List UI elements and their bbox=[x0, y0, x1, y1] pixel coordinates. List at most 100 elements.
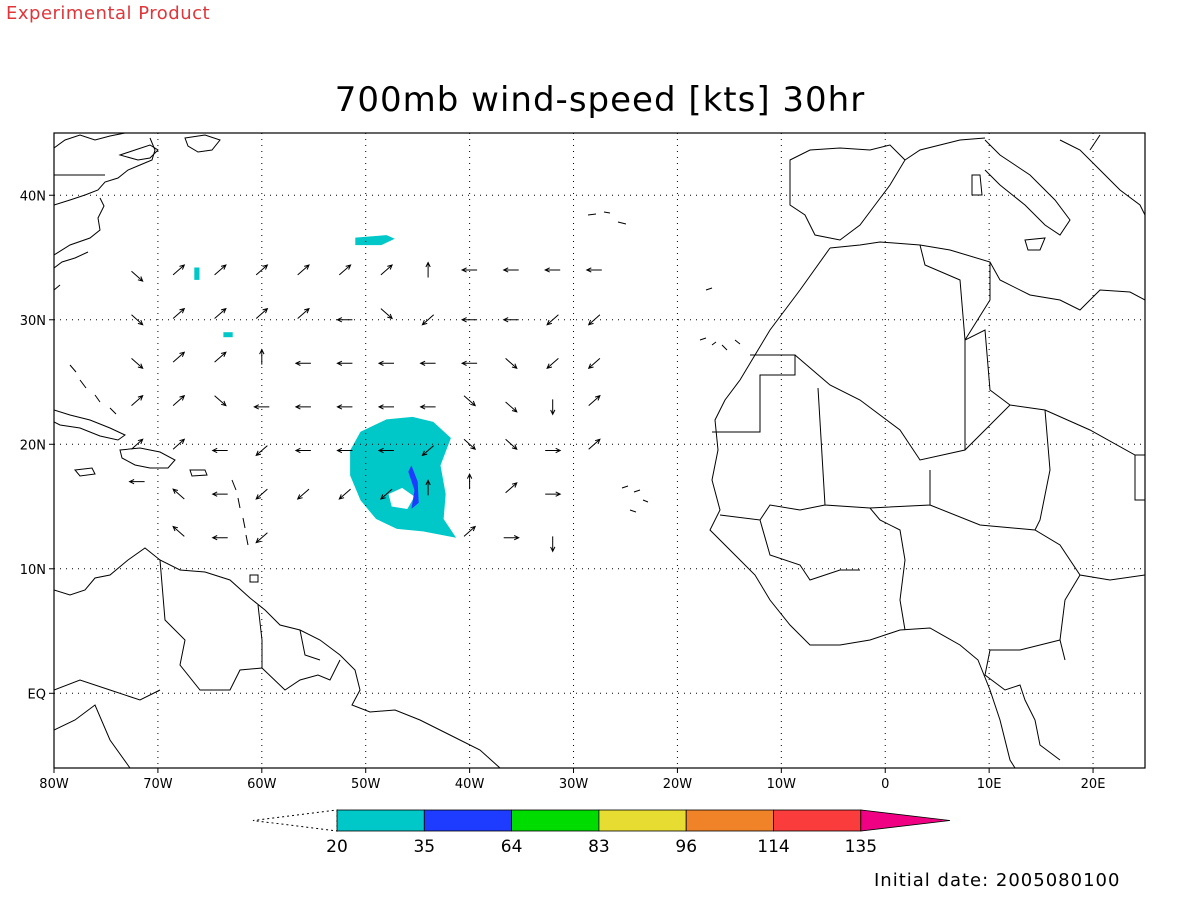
lon-tick-label: 30W bbox=[559, 777, 589, 792]
france-italy bbox=[904, 137, 1071, 236]
wind-vector bbox=[588, 438, 601, 450]
lon-tick-label: 20E bbox=[1081, 777, 1106, 792]
wind-vector bbox=[294, 360, 311, 366]
newfoundland bbox=[184, 134, 221, 153]
map-frame bbox=[53, 132, 1146, 769]
experimental-product-banner: Experimental Product bbox=[6, 3, 211, 24]
colorbar-label: 20 bbox=[326, 837, 348, 857]
lon-tick-label: 60W bbox=[247, 777, 277, 792]
wind-vector bbox=[466, 472, 473, 490]
trinidad bbox=[249, 574, 259, 583]
wind-vector bbox=[172, 394, 186, 406]
wind-vector bbox=[297, 264, 310, 276]
storm-20kt-area bbox=[350, 416, 457, 538]
wind-vector bbox=[338, 264, 352, 276]
wind-vector bbox=[544, 267, 561, 273]
lon-tick-label: 40W bbox=[455, 777, 485, 792]
wind-vector bbox=[214, 395, 227, 407]
wind-vector bbox=[377, 447, 394, 454]
wind-vector bbox=[255, 532, 268, 544]
nova-scotia bbox=[118, 144, 159, 161]
puerto-rico bbox=[189, 469, 208, 477]
canary-islands bbox=[699, 337, 741, 351]
wind-vector bbox=[545, 491, 562, 497]
wind-vector bbox=[253, 404, 270, 410]
wind-vector bbox=[255, 264, 269, 276]
wind-speed-shading bbox=[194, 235, 457, 538]
colorbar: 20 35 64 83 96 114 135 bbox=[252, 809, 951, 857]
wind-vector bbox=[587, 358, 601, 370]
colorbar-label: 96 bbox=[675, 837, 697, 857]
colorbar-label: 35 bbox=[413, 837, 435, 857]
wind-vector bbox=[338, 488, 351, 500]
wind-vector bbox=[546, 358, 559, 370]
colorbar-label: 135 bbox=[845, 837, 877, 857]
wind-vector bbox=[419, 404, 436, 410]
wind-vector bbox=[505, 401, 518, 413]
wind-vector bbox=[505, 438, 518, 450]
wind-vector bbox=[377, 360, 394, 366]
wind-vector bbox=[380, 264, 393, 276]
wind-vector bbox=[380, 308, 393, 320]
wind-vector bbox=[463, 525, 477, 537]
iberia bbox=[789, 144, 906, 241]
europe-east bbox=[1059, 134, 1145, 216]
wind-vector bbox=[255, 445, 268, 457]
wind-vector bbox=[172, 525, 185, 537]
wind-vector bbox=[211, 447, 228, 454]
wind-vector bbox=[421, 314, 435, 326]
lesser-antilles bbox=[231, 479, 249, 546]
lon-tick-label: 20W bbox=[663, 777, 693, 792]
wind-vector bbox=[259, 348, 265, 365]
small-20kt-patch-west-1 bbox=[194, 267, 200, 280]
lat-tick-label: 10N bbox=[20, 563, 46, 578]
wind-vector bbox=[131, 438, 144, 450]
wind-vector bbox=[587, 314, 601, 326]
wind-vector bbox=[588, 394, 601, 406]
colorbar-under-triangle bbox=[252, 809, 338, 832]
wind-vector bbox=[425, 479, 431, 496]
colorbar-segment bbox=[598, 809, 687, 832]
wind-vector bbox=[172, 488, 185, 500]
lat-tick-label: 40N bbox=[20, 189, 46, 204]
storm-eye bbox=[388, 487, 415, 509]
madeira bbox=[705, 287, 713, 291]
bahamas bbox=[69, 364, 117, 415]
wind-vector bbox=[172, 438, 186, 450]
wind-vector bbox=[131, 270, 144, 282]
small-20kt-patch-north bbox=[355, 235, 395, 246]
cape-verde bbox=[621, 485, 649, 513]
wind-vector bbox=[255, 307, 269, 319]
colorbar-segment bbox=[773, 809, 862, 832]
wind-vector bbox=[128, 479, 145, 485]
south-america-coast bbox=[54, 547, 501, 768]
wind-vector bbox=[463, 395, 477, 407]
sardinia bbox=[971, 174, 983, 196]
africa-borders bbox=[712, 244, 1145, 761]
axis-labels: 80W 70W 60W 50W 40W 30W 20W 10W 0 10E 20E 40N 30N 20N… bbox=[20, 189, 1106, 792]
colorbar-over-triangle bbox=[860, 809, 951, 832]
colorbar-label: 64 bbox=[501, 837, 523, 857]
wind-vector bbox=[550, 399, 556, 416]
wind-vector bbox=[463, 438, 477, 450]
cuba bbox=[54, 409, 126, 441]
sicily bbox=[1024, 237, 1046, 251]
wind-vector bbox=[460, 360, 478, 366]
initial-date: Initial date: 2005080100 bbox=[874, 870, 1121, 891]
wind-vector bbox=[172, 307, 186, 319]
chart-title: 700mb wind-speed [kts] 30hr bbox=[334, 80, 866, 120]
azores bbox=[587, 211, 627, 225]
colorbar-segment bbox=[423, 809, 512, 832]
wind-vector bbox=[505, 358, 518, 370]
wind-vector bbox=[502, 317, 519, 323]
wind-vector bbox=[377, 404, 394, 410]
wind-vector bbox=[296, 488, 310, 500]
lon-tick-label: 70W bbox=[143, 777, 173, 792]
wind-vector bbox=[297, 307, 310, 319]
wind-vector bbox=[294, 447, 311, 454]
wind-vector bbox=[211, 491, 228, 497]
lat-tick-label: EQ bbox=[28, 687, 46, 702]
jamaica bbox=[74, 467, 96, 477]
storm-35kt-band bbox=[408, 465, 419, 509]
